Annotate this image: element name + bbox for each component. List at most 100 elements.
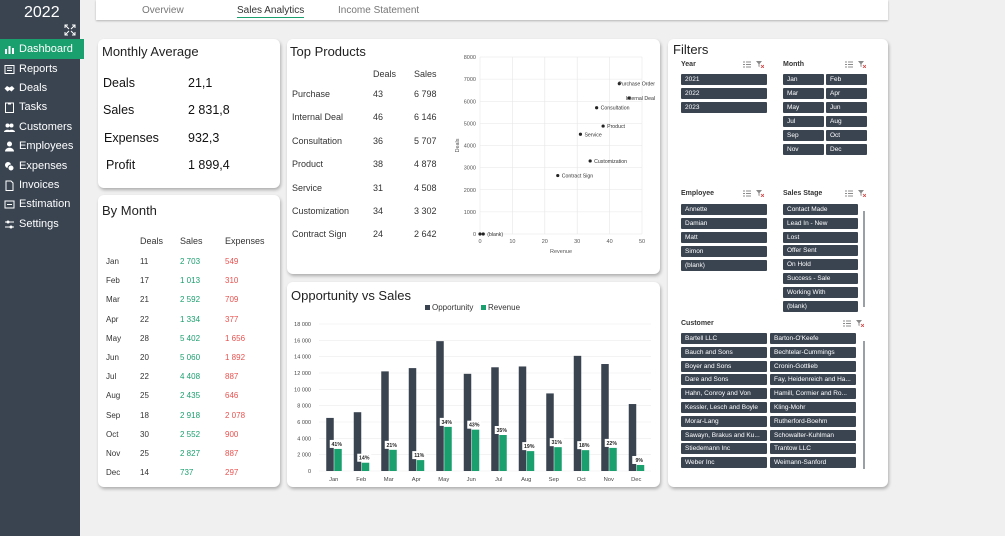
customer-option-bechtelar-cummings[interactable]: Bechtelar-Cummings bbox=[770, 346, 856, 358]
month-option-feb[interactable]: Feb bbox=[826, 74, 867, 85]
clear-filter-icon[interactable] bbox=[856, 320, 864, 327]
nav-item-deals[interactable]: Deals bbox=[0, 78, 84, 98]
tab-sales-analytics[interactable]: Sales Analytics bbox=[237, 5, 305, 18]
employee-option-matt[interactable]: Matt bbox=[681, 232, 767, 243]
sales-stage-option-on-hold[interactable]: On Hold bbox=[783, 259, 858, 271]
clear-filter-icon[interactable] bbox=[858, 61, 866, 68]
month-option-jul[interactable]: Jul bbox=[783, 116, 824, 127]
customer-option-rutherford-boehm[interactable]: Rutherford-Boehm bbox=[770, 415, 856, 427]
multi-select-icon[interactable] bbox=[845, 190, 853, 197]
sales-stage-option-blank[interactable]: (blank) bbox=[783, 300, 858, 312]
month-option-may[interactable]: May bbox=[783, 102, 824, 113]
tab-overview[interactable]: Overview bbox=[142, 5, 184, 16]
by-month-deals: 22 bbox=[140, 372, 149, 382]
bar-x-tick: Jun bbox=[467, 477, 476, 483]
month-option-oct[interactable]: Oct bbox=[826, 130, 867, 141]
clear-filter-icon[interactable] bbox=[756, 190, 764, 197]
sales-stage-option-lost[interactable]: Lost bbox=[783, 231, 858, 243]
customer-option-weber-inc[interactable]: Weber Inc bbox=[681, 457, 767, 469]
customer-option-fay-heidenreich-and-ha[interactable]: Fay, Heidenreich and Ha... bbox=[770, 374, 856, 386]
year-option-2021[interactable]: 2021 bbox=[681, 74, 767, 85]
customer-option-schowalter-kuhlman[interactable]: Schowalter-Kuhlman bbox=[770, 429, 856, 441]
nav-item-label: Tasks bbox=[19, 101, 48, 113]
bar-x-tick: Feb bbox=[356, 477, 366, 483]
nav-item-invoices[interactable]: Invoices bbox=[0, 175, 84, 195]
sales-stage-option-success-sale[interactable]: Success - Sale bbox=[783, 273, 858, 284]
month-option-sep[interactable]: Sep bbox=[783, 130, 824, 141]
multi-select-icon[interactable] bbox=[743, 61, 751, 68]
customer-option-hahn-conroy-and-von[interactable]: Hahn, Conroy and Von bbox=[681, 388, 767, 400]
ma-profit-label: Profit bbox=[106, 158, 136, 172]
sales-stage-option-working-with[interactable]: Working With bbox=[783, 286, 858, 298]
clear-filter-icon[interactable] bbox=[858, 190, 866, 197]
customer-option-weimann-sanford[interactable]: Weimann-Sanford bbox=[770, 457, 856, 469]
month-option-mar[interactable]: Mar bbox=[783, 88, 824, 99]
tp-product-deals: 43 bbox=[373, 89, 384, 99]
bar-data-label: 43% bbox=[469, 423, 480, 429]
ma-deals-value: 21,1 bbox=[188, 76, 213, 90]
customer-option-dare-and-sons[interactable]: Dare and Sons bbox=[681, 374, 767, 386]
month-option-apr[interactable]: Apr bbox=[826, 88, 867, 99]
clear-filter-icon[interactable] bbox=[756, 61, 764, 68]
sales-stage-option-contact-made[interactable]: Contact Made bbox=[783, 204, 858, 215]
scatter-point bbox=[481, 232, 485, 236]
tp-product-deals: 31 bbox=[373, 182, 384, 193]
month-option-aug[interactable]: Aug bbox=[826, 116, 867, 127]
nav-item-tasks[interactable]: Tasks bbox=[0, 97, 84, 117]
customer-scrollbar[interactable] bbox=[863, 341, 865, 469]
nav-item-dashboard[interactable]: Dashboard bbox=[0, 39, 84, 59]
tasks-icon bbox=[4, 102, 15, 113]
employee-option-annette[interactable]: Annette bbox=[681, 204, 767, 215]
nav-item-reports[interactable]: Reports bbox=[0, 59, 84, 79]
by-month-expenses: 2 078 bbox=[225, 410, 246, 420]
customer-option-bartell-llc[interactable]: Bartell LLC bbox=[681, 333, 767, 344]
employee-option-blank[interactable]: (blank) bbox=[681, 260, 767, 271]
bar-data-label-bg bbox=[412, 451, 427, 460]
tp-product-sales: 3 302 bbox=[414, 206, 437, 216]
month-option-dec[interactable]: Dec bbox=[826, 144, 867, 155]
scatter-y-tick: 1000 bbox=[464, 210, 476, 216]
bar-revenue bbox=[361, 462, 370, 471]
nav-item-settings[interactable]: Settings bbox=[0, 214, 84, 234]
bar-revenue bbox=[554, 447, 562, 471]
customer-option-cronin-gottlieb[interactable]: Cronin-Gottlieb bbox=[770, 360, 856, 372]
year-option-2022[interactable]: 2022 bbox=[681, 88, 767, 99]
month-option-nov[interactable]: Nov bbox=[783, 144, 824, 155]
bar-data-label: 21% bbox=[387, 443, 398, 449]
customer-option-bauch-and-sons[interactable]: Bauch and Sons bbox=[681, 346, 767, 358]
scatter-point bbox=[556, 173, 560, 178]
sales-stage-scrollbar[interactable] bbox=[863, 211, 865, 307]
customer-option-boyer-and-sons[interactable]: Boyer and Sons bbox=[681, 360, 767, 372]
by-month-deals: 20 bbox=[140, 353, 149, 362]
customer-option-sawayn-brakus-and-ku[interactable]: Sawayn, Brakus and Ku... bbox=[681, 429, 767, 441]
month-option-jan[interactable]: Jan bbox=[783, 74, 824, 85]
multi-select-icon[interactable] bbox=[845, 61, 853, 68]
month-option-jun[interactable]: Jun bbox=[826, 102, 867, 113]
customer-option-morar-lang[interactable]: Morar-Lang bbox=[681, 415, 767, 427]
bar-x-tick: Oct bbox=[577, 477, 586, 483]
employee-option-damian[interactable]: Damian bbox=[681, 218, 767, 229]
expand-icon[interactable] bbox=[64, 24, 76, 36]
year-option-2023[interactable]: 2023 bbox=[681, 102, 767, 113]
customer-option-stiedemann-inc[interactable]: Stiedemann Inc bbox=[681, 443, 767, 455]
top-products-title: Top Products bbox=[290, 44, 366, 59]
bar-revenue bbox=[499, 435, 507, 471]
customer-option-barton-o-keefe[interactable]: Barton-O'Keefe bbox=[770, 333, 856, 344]
by-month-sales: 2 918 bbox=[180, 410, 201, 420]
tab-income-statement[interactable]: Income Statement bbox=[338, 5, 420, 16]
multi-select-icon[interactable] bbox=[743, 190, 751, 197]
bar-data-label: 34% bbox=[442, 420, 453, 426]
sales-stage-option-lead-in-new[interactable]: Lead In - New bbox=[783, 217, 858, 229]
customer-option-kessler-lesch-and-boyle[interactable]: Kessler, Lesch and Boyle bbox=[681, 402, 767, 413]
employee-option-simon[interactable]: Simon bbox=[681, 246, 767, 257]
tp-header-sales: Sales bbox=[414, 69, 437, 79]
sales-stage-option-offer-sent[interactable]: Offer Sent bbox=[783, 245, 858, 257]
customer-option-hamill-cormier-and-ro[interactable]: Hamill, Cormier and Ro... bbox=[770, 388, 856, 400]
nav-item-estimation[interactable]: Estimation bbox=[0, 194, 84, 214]
customer-option-kling-mohr[interactable]: Kling-Mohr bbox=[770, 402, 856, 413]
nav-item-expenses[interactable]: Expenses bbox=[0, 156, 84, 176]
nav-item-customers[interactable]: Customers bbox=[0, 117, 84, 137]
customer-option-trantow-llc[interactable]: Trantow LLC bbox=[770, 443, 856, 455]
nav-item-employees[interactable]: Employees bbox=[0, 136, 84, 156]
multi-select-icon[interactable] bbox=[843, 320, 851, 327]
